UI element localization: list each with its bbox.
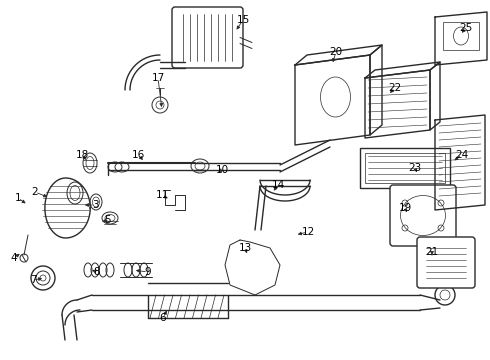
Text: 13: 13 <box>238 243 252 253</box>
Text: 4: 4 <box>11 253 17 263</box>
Text: 16: 16 <box>131 150 145 160</box>
Text: 12: 12 <box>301 227 315 237</box>
Text: 2: 2 <box>32 187 38 197</box>
Text: 11: 11 <box>155 190 169 200</box>
Text: 24: 24 <box>455 150 468 160</box>
Text: 15: 15 <box>236 15 249 25</box>
Text: 1: 1 <box>15 193 21 203</box>
Text: 20: 20 <box>329 47 343 57</box>
FancyBboxPatch shape <box>417 237 475 288</box>
Text: 21: 21 <box>425 247 439 257</box>
FancyBboxPatch shape <box>172 7 243 68</box>
Text: 19: 19 <box>398 203 412 213</box>
Bar <box>443 22 479 50</box>
Text: 23: 23 <box>408 163 421 173</box>
Bar <box>360 148 450 188</box>
Text: 22: 22 <box>389 83 402 93</box>
Text: 5: 5 <box>104 215 110 225</box>
Text: 6: 6 <box>160 313 166 323</box>
FancyBboxPatch shape <box>390 185 456 246</box>
Text: 25: 25 <box>460 23 473 33</box>
Text: 17: 17 <box>151 73 165 83</box>
Text: 9: 9 <box>145 267 151 277</box>
Text: 18: 18 <box>75 150 89 160</box>
Text: 14: 14 <box>271 180 285 190</box>
Text: 10: 10 <box>216 165 228 175</box>
Text: 7: 7 <box>30 275 36 285</box>
Text: 8: 8 <box>94 267 100 277</box>
Text: 3: 3 <box>92 200 98 210</box>
Bar <box>365 153 445 183</box>
